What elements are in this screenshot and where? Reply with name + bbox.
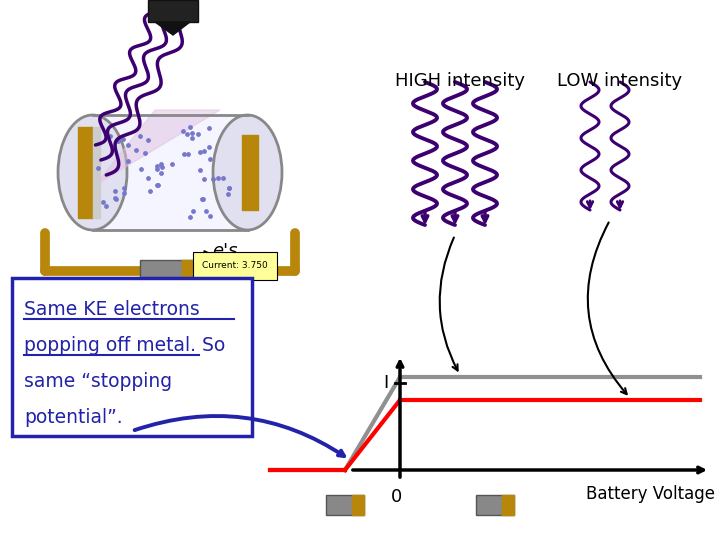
Text: popping off metal. So: popping off metal. So	[24, 336, 225, 355]
Point	[194, 165, 206, 174]
Point	[152, 162, 163, 171]
Point	[153, 181, 164, 190]
Point	[144, 187, 156, 196]
Bar	[326, 495, 364, 515]
Point	[151, 164, 163, 173]
Polygon shape	[148, 0, 198, 22]
Point	[150, 180, 162, 189]
FancyBboxPatch shape	[12, 278, 252, 436]
Text: Current: 3.750: Current: 3.750	[202, 261, 268, 271]
Point	[194, 147, 206, 156]
Point	[200, 207, 212, 215]
Point	[122, 141, 134, 150]
Polygon shape	[155, 22, 190, 35]
Point	[204, 212, 215, 221]
Point	[109, 187, 121, 195]
Point	[93, 164, 104, 172]
Point	[140, 148, 151, 157]
Point	[179, 150, 190, 158]
Point	[198, 146, 210, 155]
Text: Same KE electrons: Same KE electrons	[24, 300, 199, 319]
Point	[117, 135, 129, 144]
Point	[122, 157, 134, 166]
Text: I: I	[222, 289, 228, 308]
Point	[119, 189, 130, 198]
Point	[100, 202, 112, 211]
Polygon shape	[96, 110, 220, 185]
Text: Battery Voltage: Battery Voltage	[586, 485, 715, 503]
Point	[155, 159, 166, 168]
Bar	[140, 260, 200, 282]
Point	[222, 190, 234, 198]
Point	[182, 150, 194, 158]
Point	[142, 173, 153, 182]
Point	[111, 194, 122, 203]
Ellipse shape	[213, 115, 282, 230]
Point	[98, 198, 109, 207]
Point	[177, 126, 189, 135]
Point	[204, 155, 216, 164]
Bar	[92, 115, 248, 230]
Text: same “stopping: same “stopping	[24, 372, 172, 391]
Point	[223, 184, 235, 193]
Point	[112, 137, 124, 145]
Point	[217, 174, 228, 183]
Point	[109, 193, 120, 202]
Text: HIGH intensity: HIGH intensity	[395, 72, 525, 90]
Point	[198, 174, 210, 183]
Bar	[476, 495, 514, 515]
Ellipse shape	[58, 115, 127, 230]
Text: 0: 0	[392, 488, 402, 506]
Text: LOW intensity: LOW intensity	[557, 72, 683, 90]
Point	[166, 159, 178, 168]
Point	[181, 130, 193, 138]
Point	[130, 146, 142, 154]
Point	[184, 213, 195, 221]
Point	[197, 195, 208, 204]
Text: I: I	[383, 374, 389, 392]
Point	[155, 168, 166, 177]
Point	[142, 136, 153, 145]
Point	[222, 184, 234, 192]
Point	[207, 175, 219, 184]
Point	[136, 165, 148, 173]
Point	[203, 124, 215, 132]
Point	[204, 143, 215, 152]
Point	[118, 184, 130, 192]
Point	[197, 195, 208, 204]
Point	[134, 132, 145, 140]
Point	[186, 129, 198, 138]
Point	[156, 163, 168, 172]
Text: e's: e's	[212, 242, 238, 260]
Point	[186, 134, 197, 143]
Point	[104, 132, 116, 140]
Point	[212, 173, 224, 182]
Point	[192, 129, 204, 138]
Point	[187, 206, 199, 215]
Text: potential”.: potential”.	[24, 408, 122, 427]
Point	[184, 123, 195, 131]
